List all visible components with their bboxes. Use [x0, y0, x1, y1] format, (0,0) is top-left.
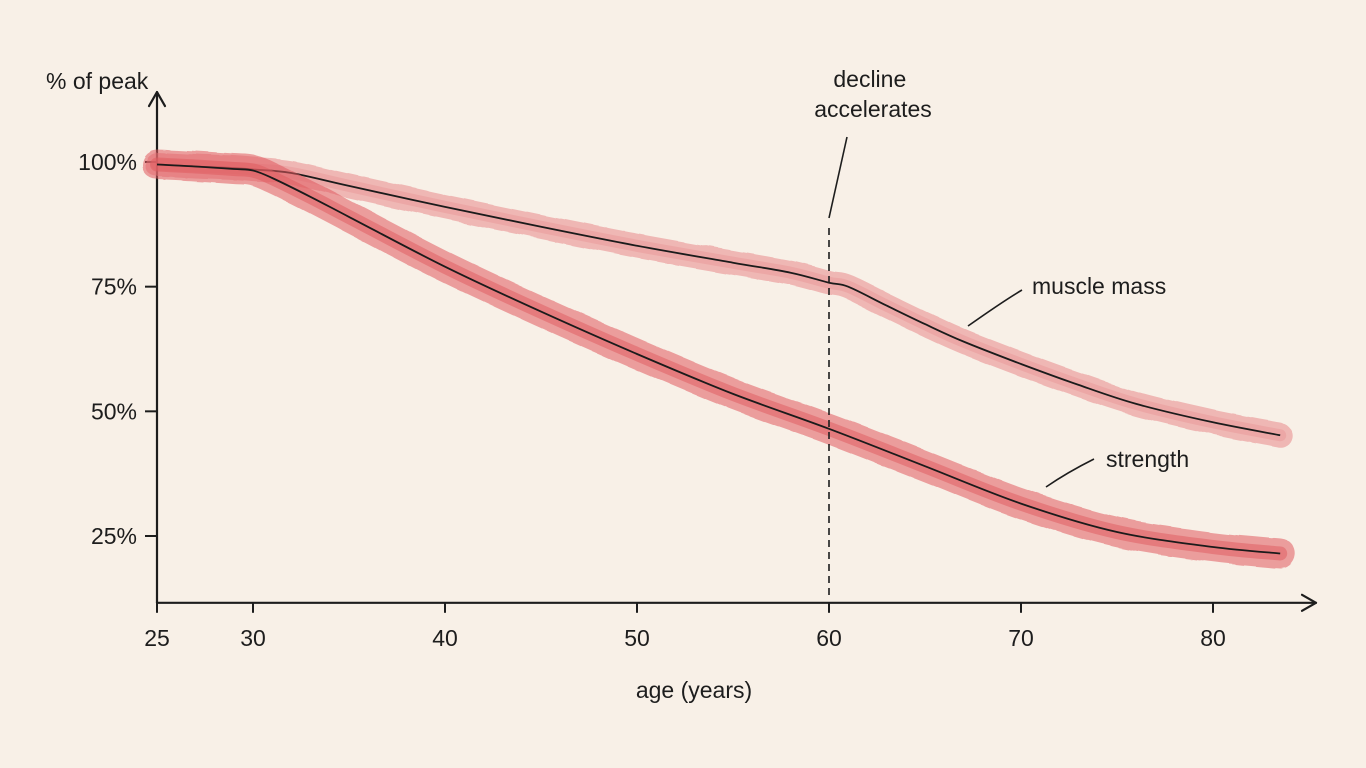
y-axis-arrow-icon: [147, 90, 167, 108]
x-ticks: 25 30 40 50 60 70 80: [144, 602, 1226, 651]
strength-line: [156, 163, 1281, 555]
muscle-mass-leader-line: [967, 289, 1023, 327]
decline-annotation: decline accelerates: [814, 66, 932, 599]
decline-label-line-2: accelerates: [814, 96, 932, 122]
series-labels: muscle mass strength: [967, 273, 1189, 488]
y-tick-label: 50%: [91, 398, 137, 424]
x-tick-label: 70: [1008, 625, 1034, 651]
series-strength: [142, 149, 1296, 569]
strength-leader-line: [1045, 458, 1095, 488]
strength-band-core: [150, 157, 1288, 561]
x-tick-label: 25: [144, 625, 170, 651]
decline-accelerates-label: decline accelerates: [814, 66, 932, 122]
muscle-mass-label: muscle mass: [1032, 273, 1166, 299]
x-tick-label: 80: [1200, 625, 1226, 651]
x-tick-label: 40: [432, 625, 458, 651]
x-tick-label: 30: [240, 625, 266, 651]
series-layer: [142, 149, 1296, 569]
decline-leader-line: [828, 136, 848, 219]
axes: 25 30 40 50 60 70 80 25% 50% 75% 100%: [78, 90, 1318, 651]
y-tick-label: 100%: [78, 149, 137, 175]
y-axis-title: % of peak: [46, 68, 149, 94]
y-ticks: 25% 50% 75% 100%: [78, 149, 157, 549]
x-axis-title: age (years): [636, 677, 752, 703]
y-tick-label: 75%: [91, 274, 137, 300]
y-tick-label: 25%: [91, 523, 137, 549]
strength-band: [142, 149, 1296, 569]
x-tick-label: 50: [624, 625, 650, 651]
strength-label: strength: [1106, 446, 1189, 472]
decline-label-line-1: decline: [833, 66, 906, 92]
x-tick-label: 60: [816, 625, 842, 651]
x-axis-arrow-icon: [1300, 593, 1318, 612]
